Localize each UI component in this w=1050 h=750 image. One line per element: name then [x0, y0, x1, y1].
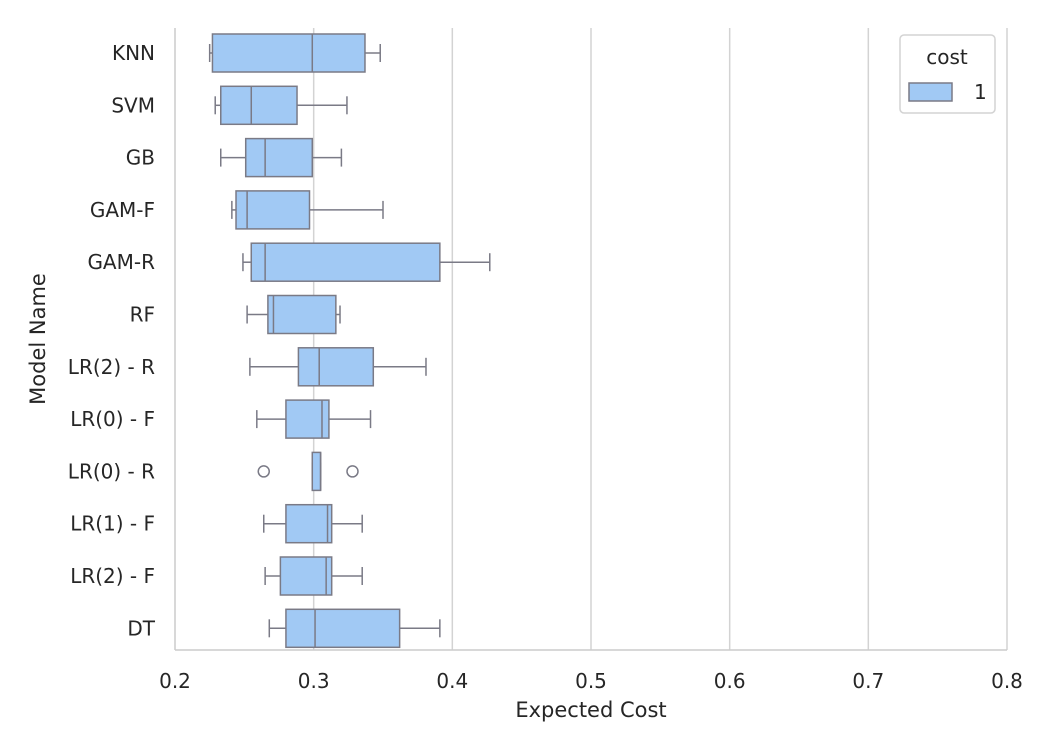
x-tick-label: 0.8 — [991, 669, 1023, 693]
y-axis-label: Model Name — [26, 273, 50, 405]
y-ticks: KNN SVM GB GAM-F GAM-R RF LR(2) - R LR(0) - F LR… — [68, 41, 156, 640]
box-iqr — [211, 33, 366, 73]
box-iqr — [297, 347, 375, 387]
y-tick-label: KNN — [112, 41, 155, 65]
box-group — [264, 556, 363, 596]
x-tick-label: 0.2 — [159, 669, 191, 693]
axes — [174, 28, 1007, 651]
box-group — [208, 33, 381, 73]
box-iqr — [244, 137, 314, 178]
box-group — [257, 451, 359, 492]
y-tick-label: LR(1) - F — [70, 512, 155, 536]
box-iqr — [285, 503, 333, 544]
x-tick-label: 0.5 — [575, 669, 607, 693]
legend-entry-label: 1 — [974, 80, 987, 104]
box-group — [231, 190, 384, 230]
x-axis-label: Expected Cost — [515, 698, 666, 722]
boxes — [208, 33, 491, 649]
y-tick-label: LR(2) - R — [68, 355, 155, 379]
grid-lines — [312, 28, 1008, 650]
box-group — [246, 294, 341, 335]
legend-title: cost — [926, 45, 968, 69]
y-tick-label: GB — [126, 146, 155, 170]
box-group — [220, 137, 343, 178]
y-tick-label: RF — [130, 303, 155, 327]
y-tick-label: LR(0) - F — [70, 407, 155, 431]
box-iqr — [267, 294, 337, 335]
x-tick-label: 0.3 — [298, 669, 330, 693]
outlier-point — [346, 465, 359, 478]
box-group — [214, 85, 348, 126]
box-iqr — [285, 608, 401, 649]
outlier-point — [257, 465, 270, 478]
box-group — [256, 399, 372, 439]
y-tick-label: GAM-F — [90, 198, 155, 222]
box-group — [242, 242, 491, 282]
x-tick-label: 0.6 — [714, 669, 746, 693]
legend: cost 1 — [899, 34, 996, 114]
y-tick-label: LR(0) - R — [68, 459, 155, 483]
box-iqr — [220, 85, 298, 126]
box-iqr — [279, 556, 333, 596]
x-tick-label: 0.4 — [436, 669, 468, 693]
box-group — [268, 608, 441, 649]
x-ticks: 0.2 0.3 0.4 0.5 0.6 0.7 0.8 — [159, 669, 1023, 693]
box-iqr — [311, 451, 322, 492]
box-iqr — [235, 190, 311, 230]
x-tick-label: 0.7 — [852, 669, 884, 693]
y-tick-label: DT — [127, 616, 155, 640]
y-tick-label: LR(2) - F — [70, 564, 155, 588]
y-tick-label: GAM-R — [87, 250, 155, 274]
box-iqr — [250, 242, 441, 282]
legend-swatch — [908, 82, 953, 102]
box-group — [262, 503, 363, 544]
y-tick-label: SVM — [111, 93, 155, 117]
box-group — [249, 347, 427, 387]
